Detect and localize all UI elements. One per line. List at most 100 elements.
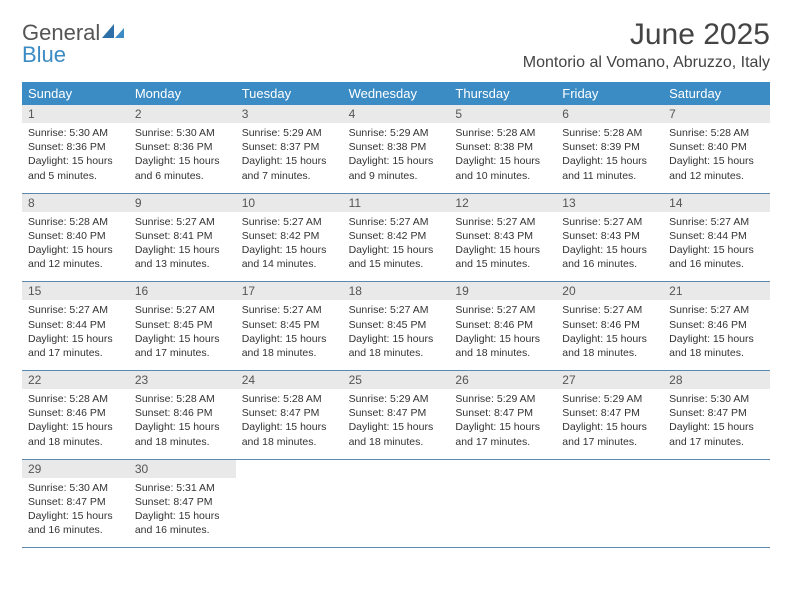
dayhead-sunday: Sunday [22, 82, 129, 105]
daylight-2: and 9 minutes. [349, 169, 444, 183]
daylight-2: and 18 minutes. [28, 435, 123, 449]
daynum: 20 [556, 282, 663, 300]
day-cell: Sunrise: 5:29 AMSunset: 8:38 PMDaylight:… [343, 123, 450, 193]
sunrise: Sunrise: 5:27 AM [28, 303, 123, 317]
daynum: 27 [556, 371, 663, 389]
day-cell: Sunrise: 5:29 AMSunset: 8:47 PMDaylight:… [343, 389, 450, 459]
daylight-2: and 15 minutes. [349, 257, 444, 271]
daylight-2: and 11 minutes. [562, 169, 657, 183]
daynum: 8 [22, 194, 129, 212]
sunrise: Sunrise: 5:29 AM [562, 392, 657, 406]
sunrise: Sunrise: 5:27 AM [349, 303, 444, 317]
sunset: Sunset: 8:43 PM [455, 229, 550, 243]
day-cell: Sunrise: 5:28 AMSunset: 8:47 PMDaylight:… [236, 389, 343, 459]
month-title: June 2025 [523, 18, 770, 52]
daynum: 12 [449, 194, 556, 212]
sunset: Sunset: 8:38 PM [455, 140, 550, 154]
day-cell: Sunrise: 5:27 AMSunset: 8:44 PMDaylight:… [22, 300, 129, 370]
daylight-2: and 13 minutes. [135, 257, 230, 271]
daynum: 19 [449, 282, 556, 300]
title-block: June 2025 Montorio al Vomano, Abruzzo, I… [523, 18, 770, 72]
sunrise: Sunrise: 5:29 AM [349, 126, 444, 140]
day-cell: Sunrise: 5:29 AMSunset: 8:47 PMDaylight:… [556, 389, 663, 459]
daynum: 15 [22, 282, 129, 300]
day-cell: Sunrise: 5:30 AMSunset: 8:47 PMDaylight:… [663, 389, 770, 459]
day-cell: Sunrise: 5:27 AMSunset: 8:45 PMDaylight:… [129, 300, 236, 370]
week-4-content: Sunrise: 5:30 AM Sunset: 8:47 PMDaylight:… [22, 478, 770, 549]
day-cell: Sunrise: 5:27 AMSunset: 8:43 PMDaylight:… [556, 212, 663, 282]
daynum: 5 [449, 105, 556, 123]
daylight-1: Daylight: 15 hours [562, 243, 657, 257]
daylight-1: Daylight: 15 hours [135, 509, 230, 523]
daynum: 13 [556, 194, 663, 212]
daynum: 24 [236, 371, 343, 389]
daylight-1: Daylight: 15 hours [455, 154, 550, 168]
daylight-2: and 16 minutes. [28, 523, 123, 537]
daylight-1: Daylight: 15 hours [349, 420, 444, 434]
daynum: 11 [343, 194, 450, 212]
daynum: 23 [129, 371, 236, 389]
day-cell: Sunrise: 5:30 AMSunset: 8:36 PMDaylight:… [129, 123, 236, 193]
day-cell: Sunrise: 5:27 AMSunset: 8:45 PMDaylight:… [236, 300, 343, 370]
daylight-2: and 18 minutes. [242, 346, 337, 360]
day-cell: Sunrise: 5:30 AMSunset: 8:36 PMDaylight:… [22, 123, 129, 193]
sunrise: Sunrise: 5:28 AM [669, 126, 764, 140]
sunrise: Sunrise: 5:28 AM [455, 126, 550, 140]
sunset: Sunset: 8:47 PM [242, 406, 337, 420]
day-cell [663, 478, 770, 548]
daylight-2: and 18 minutes. [562, 346, 657, 360]
daynum: 21 [663, 282, 770, 300]
week-3-numrow: 22232425262728 [22, 371, 770, 389]
sunset: Sunset: 8:41 PM [135, 229, 230, 243]
sunrise: Sunrise: 5:30 AM [28, 481, 123, 495]
daynum: 30 [129, 460, 236, 478]
week-4-numrow: 2930 [22, 460, 770, 478]
sunset: Sunset: 8:42 PM [349, 229, 444, 243]
sunset: Sunset: 8:46 PM [669, 318, 764, 332]
daylight-2: and 7 minutes. [242, 169, 337, 183]
sunset: Sunset: 8:47 PM [669, 406, 764, 420]
sunrise: Sunrise: 5:27 AM [242, 303, 337, 317]
sunrise: Sunrise: 5:29 AM [242, 126, 337, 140]
daylight-1: Daylight: 15 hours [562, 154, 657, 168]
daylight-2: and 17 minutes. [669, 435, 764, 449]
sunset: Sunset: 8:45 PM [135, 318, 230, 332]
daynum: 29 [22, 460, 129, 478]
header: General Blue June 2025 Montorio al Voman… [22, 18, 770, 72]
week-2-content: Sunrise: 5:27 AMSunset: 8:44 PMDaylight:… [22, 300, 770, 371]
daylight-2: and 14 minutes. [242, 257, 337, 271]
sunrise: Sunrise: 5:28 AM [135, 392, 230, 406]
daynum: 22 [22, 371, 129, 389]
daylight-1: Daylight: 15 hours [349, 154, 444, 168]
daynum: 26 [449, 371, 556, 389]
daynum [449, 460, 556, 478]
sunset: Sunset: 8:47 PM [135, 495, 230, 509]
daylight-2: and 12 minutes. [669, 169, 764, 183]
day-cell: Sunrise: 5:27 AMSunset: 8:42 PMDaylight:… [343, 212, 450, 282]
daylight-1: Daylight: 15 hours [455, 420, 550, 434]
daylight-2: and 12 minutes. [28, 257, 123, 271]
sunset: Sunset: 8:46 PM [28, 406, 123, 420]
day-cell: Sunrise: 5:30 AMSunset: 8:47 PMDaylight:… [22, 478, 129, 548]
daylight-1: Daylight: 15 hours [28, 154, 123, 168]
sunset: Sunset: 8:43 PM [562, 229, 657, 243]
sunrise: Sunrise: 5:28 AM [562, 126, 657, 140]
daylight-1: Daylight: 15 hours [135, 420, 230, 434]
sunset: Sunset: 8:39 PM [562, 140, 657, 154]
daylight-1: Daylight: 15 hours [562, 332, 657, 346]
sunset: Sunset: 8:42 PM [242, 229, 337, 243]
daylight-2: and 17 minutes. [562, 435, 657, 449]
day-cell: Sunrise: 5:27 AMSunset: 8:45 PMDaylight:… [343, 300, 450, 370]
daylight-2: and 18 minutes. [242, 435, 337, 449]
daylight-1: Daylight: 15 hours [135, 332, 230, 346]
sunset: Sunset: 8:45 PM [242, 318, 337, 332]
daylight-2: and 16 minutes. [135, 523, 230, 537]
daynum [556, 460, 663, 478]
daylight-1: Daylight: 15 hours [135, 243, 230, 257]
day-cell: Sunrise: 5:27 AMSunset: 8:46 PMDaylight:… [556, 300, 663, 370]
daylight-2: and 17 minutes. [455, 435, 550, 449]
daynum: 14 [663, 194, 770, 212]
day-cell [449, 478, 556, 548]
daylight-2: and 18 minutes. [349, 346, 444, 360]
day-cell: Sunrise: 5:27 AMSunset: 8:43 PMDaylight:… [449, 212, 556, 282]
